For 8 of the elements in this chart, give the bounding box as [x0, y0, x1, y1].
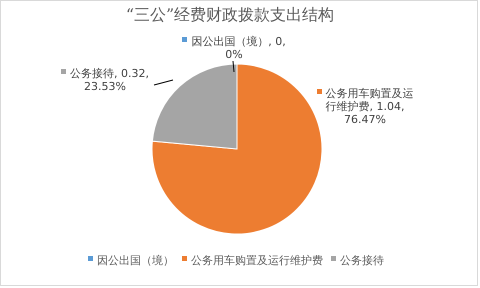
data-label: 公务接待, 0.32, 23.53%: [69, 67, 150, 93]
legend-label: 公务接待: [339, 254, 384, 267]
data-label: 公务用车购置及运行维护费, 1.04, 76.47%: [324, 87, 414, 126]
pie-slice: [152, 64, 322, 234]
text: 因公出国（境）, 0, 0%: [191, 35, 286, 61]
legend-label: 公务用车购置及运行维护费: [190, 254, 323, 267]
chart-title: “三公”经费财政拨款支出结构: [124, 5, 336, 26]
legend-label: 因公出国（境）: [96, 254, 174, 267]
